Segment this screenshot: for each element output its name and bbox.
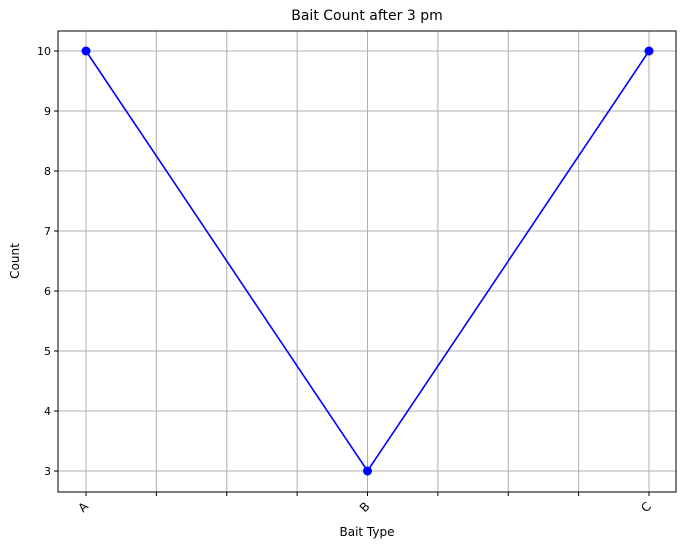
y-tick-label: 7 — [44, 225, 51, 238]
series-layer — [81, 46, 654, 476]
y-axis-label: Count — [8, 243, 22, 279]
x-tick-label: C — [638, 499, 654, 515]
data-point — [81, 46, 91, 56]
x-tick-label: A — [75, 499, 91, 515]
data-point — [363, 466, 372, 476]
y-tick-label: 6 — [44, 285, 51, 298]
y-tick-label: 9 — [44, 105, 51, 118]
y-tick-label: 3 — [44, 465, 51, 478]
y-tick-label: 10 — [37, 45, 51, 58]
y-tick-label: 8 — [44, 165, 51, 178]
x-axis-label: Bait Type — [339, 525, 394, 539]
chart-title: Bait Count after 3 pm — [291, 8, 443, 24]
y-tick-label: 5 — [44, 345, 51, 358]
y-axis: 3 4 5 6 7 8 9 10 — [37, 45, 58, 478]
x-axis: A B C — [75, 492, 654, 515]
grid-lines — [58, 31, 676, 492]
y-tick-label: 4 — [44, 405, 51, 418]
data-point — [644, 46, 654, 56]
x-tick-label: B — [357, 499, 373, 515]
